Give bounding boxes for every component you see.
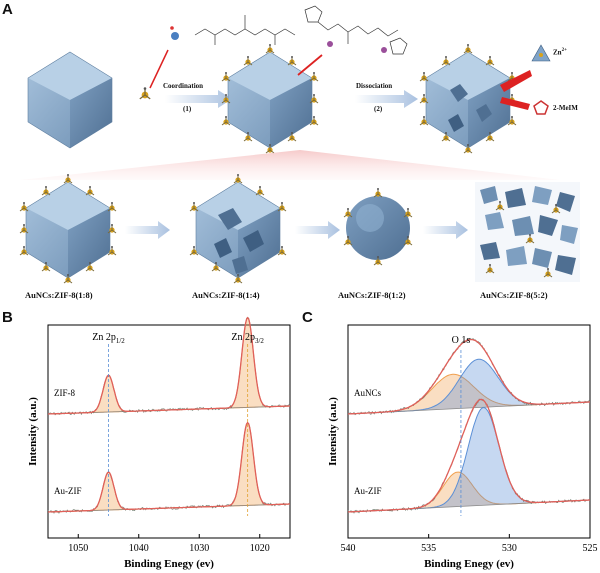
x-tick-label-1: 535	[421, 543, 436, 554]
zn-node-icon	[327, 41, 333, 47]
arrow-dissociation	[355, 90, 418, 108]
release-arrow-zn	[500, 70, 532, 92]
fit-curve-0	[347, 338, 590, 415]
x-tick-label-0: 1050	[68, 543, 88, 554]
x-tick-label-2: 530	[502, 543, 517, 554]
label-ratio-1-8: AuNCs:ZIF-8(1:8)	[25, 290, 93, 300]
legend-mim: 2-MeIM	[553, 104, 578, 112]
fit-curve-1	[347, 398, 590, 513]
gsh-molecule	[194, 15, 296, 45]
label-ratio-1-4: AuNCs:ZIF-8(1:4)	[192, 290, 260, 300]
plot-frame	[47, 324, 291, 539]
xps-chart-o: 540 535 530 525 Binding Enegy (ev) Intensity …	[327, 324, 598, 570]
mim-ring-icon	[533, 100, 549, 115]
crystal-ratio-1-8	[19, 173, 117, 284]
step1-number: (1)	[183, 105, 192, 113]
crystal-ratio-1-4	[189, 173, 287, 284]
y-axis-label: Intensity (a.u.)	[327, 397, 339, 466]
series-name-1: Au-ZIF	[54, 486, 82, 496]
crystal-ratio-1-2	[343, 187, 413, 266]
zif8-crystal-coated	[221, 43, 319, 154]
zoom-arrow-1	[149, 49, 169, 89]
component-fill-0-0	[348, 374, 590, 414]
oxygen-icon	[170, 26, 174, 30]
x-tick-label-1: 1040	[129, 543, 149, 554]
legend-zn: Zn2+	[553, 48, 567, 57]
panel-label-b: B	[2, 309, 13, 326]
x-tick-label-3: 1020	[250, 543, 270, 554]
component-fill-1-1	[348, 407, 590, 512]
panel-label-a: A	[2, 1, 13, 18]
xps-chart-zn: 1050 1040 1030 1020 Binding Enegy (ev) Intens…	[27, 316, 291, 570]
step2-number: (2)	[374, 105, 383, 113]
x-tick-label-0: 540	[341, 543, 356, 554]
series-name-0: AuNCs	[354, 388, 382, 398]
component-fill-1-1	[48, 422, 290, 512]
x-axis-label: Binding Enegy (ev)	[124, 558, 214, 570]
zn-node-icon-2	[381, 47, 387, 53]
peak-label-0: O 1s	[452, 335, 471, 346]
x-axis-label: Binding Enegy (ev)	[424, 558, 514, 570]
row-arrow-3	[423, 221, 468, 239]
fragments-ratio-5-2	[475, 182, 580, 282]
panel-label-c: C	[302, 309, 313, 326]
fit-curve-0	[48, 316, 290, 415]
release-arrow-mim	[500, 97, 530, 110]
step1-label: Coordination	[163, 82, 204, 90]
series-name-1: Au-ZIF	[354, 486, 382, 496]
row-arrow-2	[295, 221, 340, 239]
zif8-crystal-etched	[419, 43, 517, 154]
peak-label-0: Zn 2p1/2	[92, 332, 125, 345]
row-arrow-1	[125, 221, 170, 239]
aunc-cluster	[139, 86, 151, 100]
x-tick-label-2: 1030	[189, 543, 209, 554]
label-ratio-1-2: AuNCs:ZIF-8(1:2)	[338, 290, 406, 300]
complex-molecule	[304, 5, 408, 55]
series-name-0: ZIF-8	[54, 388, 75, 398]
schematic-figure	[19, 5, 580, 284]
component-fill-1-0	[48, 472, 290, 512]
plot-frame	[347, 324, 591, 539]
zoom-fan	[20, 150, 560, 180]
component-fill-1-0	[348, 472, 590, 512]
fit-curve-1	[48, 421, 290, 513]
arrow-coordination	[165, 90, 232, 108]
zn-tetrahedron-icon	[531, 44, 551, 62]
zoom-arrow-2	[297, 54, 323, 76]
x-tick-label-3: 525	[583, 543, 598, 554]
label-ratio-5-2: AuNCs:ZIF-8(5:2)	[480, 290, 548, 300]
component-fill-0-1	[348, 359, 590, 414]
y-axis-label: Intensity (a.u.)	[27, 397, 39, 466]
zif8-crystal-1	[27, 51, 113, 149]
component-fill-0-1	[48, 317, 290, 414]
step2-label: Dissociation	[356, 82, 393, 90]
metal-node-icon	[171, 32, 179, 40]
